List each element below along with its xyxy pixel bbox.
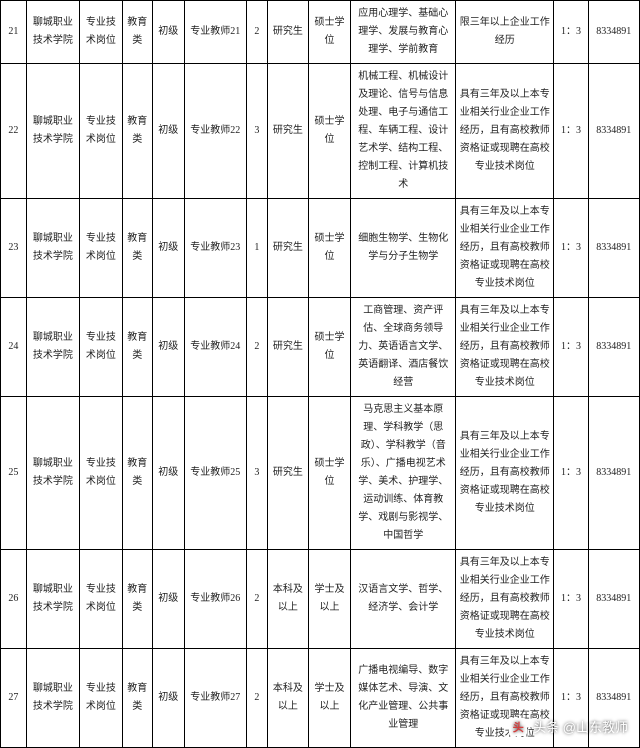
table-row: 24聊城职业技术学院专业技术岗位教育类初级专业教师242研究生硕士学位工商管理、… — [1, 298, 640, 397]
cell-edu: 本科及以上 — [268, 649, 309, 748]
cell-num: 2 — [246, 649, 267, 748]
cell-postype: 专业技术岗位 — [80, 649, 123, 748]
cell-idx: 21 — [1, 1, 27, 64]
cell-req: 限三年以上企业工作经历 — [456, 1, 554, 64]
cell-num: 3 — [246, 397, 267, 550]
cell-cat: 教育类 — [122, 199, 152, 298]
cell-major: 应用心理学、基础心理学、发展与教育心理学、学前教育 — [351, 1, 456, 64]
cell-level: 初级 — [152, 397, 184, 550]
cell-edu: 本科及以上 — [268, 550, 309, 649]
cell-degree: 硕士学位 — [308, 298, 351, 397]
table-row: 25聊城职业技术学院专业技术岗位教育类初级专业教师253研究生硕士学位马克思主义… — [1, 397, 640, 550]
cell-postype: 专业技术岗位 — [80, 550, 123, 649]
watermark-text: 头条 @山东教师 — [533, 717, 628, 736]
cell-phone: 8334891 — [588, 550, 639, 649]
cell-level: 初级 — [152, 649, 184, 748]
watermark: 头 头条 @山东教师 — [509, 717, 628, 736]
cell-inst: 聊城职业技术学院 — [26, 397, 79, 550]
cell-level: 初级 — [152, 1, 184, 64]
cell-num: 3 — [246, 64, 267, 199]
cell-inst: 聊城职业技术学院 — [26, 64, 79, 199]
cell-postype: 专业技术岗位 — [80, 64, 123, 199]
cell-ratio: 1：3 — [554, 1, 588, 64]
cell-major: 汉语言文学、哲学、经济学、会计学 — [351, 550, 456, 649]
cell-ratio: 1：3 — [554, 298, 588, 397]
cell-degree: 硕士学位 — [308, 199, 351, 298]
cell-level: 初级 — [152, 298, 184, 397]
cell-phone: 8334891 — [588, 1, 639, 64]
cell-degree: 学士及以上 — [308, 550, 351, 649]
cell-posname: 专业教师22 — [184, 64, 246, 199]
cell-posname: 专业教师27 — [184, 649, 246, 748]
cell-num: 1 — [246, 199, 267, 298]
cell-postype: 专业技术岗位 — [80, 1, 123, 64]
cell-postype: 专业技术岗位 — [80, 298, 123, 397]
cell-req: 具有三年及以上本专业相关行业企业工作经历，且有高校教师资格证或现聘在高校专业技术… — [456, 199, 554, 298]
cell-phone: 8334891 — [588, 64, 639, 199]
cell-ratio: 1：3 — [554, 550, 588, 649]
table-row: 22聊城职业技术学院专业技术岗位教育类初级专业教师223研究生硕士学位机械工程、… — [1, 64, 640, 199]
cell-level: 初级 — [152, 199, 184, 298]
cell-inst: 聊城职业技术学院 — [26, 199, 79, 298]
cell-edu: 研究生 — [268, 1, 309, 64]
cell-posname: 专业教师23 — [184, 199, 246, 298]
cell-inst: 聊城职业技术学院 — [26, 1, 79, 64]
cell-idx: 23 — [1, 199, 27, 298]
cell-idx: 27 — [1, 649, 27, 748]
cell-major: 机械工程、机械设计及理论、信号与信息处理、电子与通信工程、车辆工程、设计艺术学、… — [351, 64, 456, 199]
cell-ratio: 1：3 — [554, 199, 588, 298]
cell-degree: 硕士学位 — [308, 397, 351, 550]
cell-num: 2 — [246, 298, 267, 397]
cell-req: 具有三年及以上本专业相关行业企业工作经历，且有高校教师资格证或现聘在高校专业技术… — [456, 550, 554, 649]
cell-degree: 硕士学位 — [308, 64, 351, 199]
cell-level: 初级 — [152, 550, 184, 649]
cell-num: 2 — [246, 1, 267, 64]
cell-major: 细胞生物学、生物化学与分子生物学 — [351, 199, 456, 298]
cell-postype: 专业技术岗位 — [80, 199, 123, 298]
cell-phone: 8334891 — [588, 199, 639, 298]
recruitment-table: 21聊城职业技术学院专业技术岗位教育类初级专业教师212研究生硕士学位应用心理学… — [0, 0, 640, 748]
cell-phone: 8334891 — [588, 298, 639, 397]
cell-cat: 教育类 — [122, 1, 152, 64]
cell-major: 马克思主义基本原理、学科教学（思政）、学科教学（音乐）、广播电视艺术学、美术、护… — [351, 397, 456, 550]
cell-cat: 教育类 — [122, 397, 152, 550]
table-row: 23聊城职业技术学院专业技术岗位教育类初级专业教师231研究生硕士学位细胞生物学… — [1, 199, 640, 298]
cell-inst: 聊城职业技术学院 — [26, 298, 79, 397]
cell-posname: 专业教师21 — [184, 1, 246, 64]
cell-posname: 专业教师26 — [184, 550, 246, 649]
cell-degree: 学士及以上 — [308, 649, 351, 748]
cell-cat: 教育类 — [122, 550, 152, 649]
cell-ratio: 1：3 — [554, 64, 588, 199]
cell-edu: 研究生 — [268, 298, 309, 397]
cell-inst: 聊城职业技术学院 — [26, 550, 79, 649]
cell-edu: 研究生 — [268, 64, 309, 199]
toutiao-icon: 头 — [509, 718, 527, 736]
cell-ratio: 1：3 — [554, 397, 588, 550]
cell-level: 初级 — [152, 64, 184, 199]
cell-inst: 聊城职业技术学院 — [26, 649, 79, 748]
cell-posname: 专业教师25 — [184, 397, 246, 550]
cell-major: 工商管理、资产评估、全球商务领导力、英语语言文学、英语翻译、酒店餐饮经营 — [351, 298, 456, 397]
cell-major: 广播电视编导、数字媒体艺术、导演、文化产业管理、公共事业管理 — [351, 649, 456, 748]
cell-postype: 专业技术岗位 — [80, 397, 123, 550]
cell-req: 具有三年及以上本专业相关行业企业工作经历，且有高校教师资格证或现聘在高校专业技术… — [456, 397, 554, 550]
cell-idx: 26 — [1, 550, 27, 649]
cell-cat: 教育类 — [122, 649, 152, 748]
cell-idx: 22 — [1, 64, 27, 199]
cell-idx: 24 — [1, 298, 27, 397]
cell-cat: 教育类 — [122, 64, 152, 199]
cell-num: 2 — [246, 550, 267, 649]
cell-req: 具有三年及以上本专业相关行业企业工作经历，且有高校教师资格证或现聘在高校专业技术… — [456, 298, 554, 397]
cell-req: 具有三年及以上本专业相关行业企业工作经历，且有高校教师资格证或现聘在高校专业技术… — [456, 64, 554, 199]
cell-edu: 研究生 — [268, 199, 309, 298]
cell-posname: 专业教师24 — [184, 298, 246, 397]
cell-phone: 8334891 — [588, 397, 639, 550]
cell-cat: 教育类 — [122, 298, 152, 397]
cell-idx: 25 — [1, 397, 27, 550]
cell-degree: 硕士学位 — [308, 1, 351, 64]
cell-edu: 研究生 — [268, 397, 309, 550]
table-row: 21聊城职业技术学院专业技术岗位教育类初级专业教师212研究生硕士学位应用心理学… — [1, 1, 640, 64]
table-row: 26聊城职业技术学院专业技术岗位教育类初级专业教师262本科及以上学士及以上汉语… — [1, 550, 640, 649]
